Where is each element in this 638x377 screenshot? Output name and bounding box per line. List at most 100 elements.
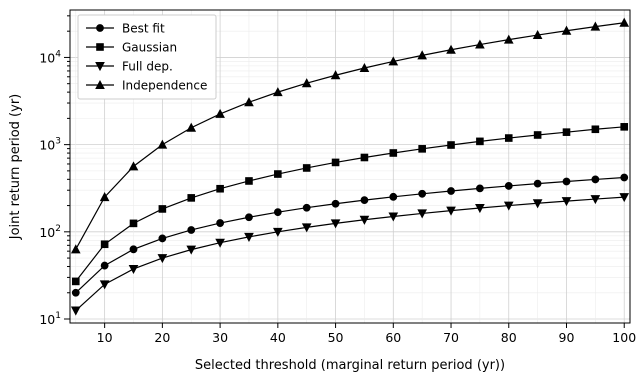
series-full-dep- bbox=[70, 193, 630, 316]
data-point bbox=[388, 212, 399, 222]
data-point bbox=[331, 199, 340, 208]
data-point bbox=[215, 238, 225, 248]
series-layer bbox=[70, 17, 630, 316]
plot-frame bbox=[69, 9, 631, 324]
x-tick-label: 80 bbox=[501, 330, 517, 345]
data-point bbox=[302, 203, 311, 212]
series-line bbox=[75, 196, 625, 312]
data-point bbox=[503, 201, 514, 211]
legend-label: Full dep. bbox=[122, 60, 173, 74]
data-point bbox=[128, 161, 139, 171]
data-point bbox=[417, 50, 427, 60]
data-point bbox=[562, 177, 571, 186]
data-point bbox=[70, 306, 81, 316]
data-point bbox=[561, 197, 572, 207]
data-point bbox=[158, 205, 167, 213]
data-point bbox=[245, 177, 253, 185]
y-axis-label: Joint return period (yr) bbox=[8, 94, 23, 240]
data-point bbox=[417, 209, 427, 219]
legend-marker bbox=[95, 62, 105, 72]
legend-marker bbox=[96, 43, 104, 51]
data-point bbox=[100, 240, 109, 249]
data-point bbox=[129, 219, 138, 228]
data-point bbox=[620, 123, 629, 131]
data-point bbox=[100, 261, 109, 270]
data-point bbox=[591, 125, 600, 134]
data-point bbox=[446, 44, 456, 54]
x-tick-label: 50 bbox=[328, 330, 344, 345]
data-point bbox=[273, 87, 283, 97]
data-point bbox=[274, 170, 282, 178]
data-point bbox=[359, 215, 370, 225]
data-point bbox=[99, 280, 110, 290]
data-point bbox=[186, 245, 197, 255]
data-point bbox=[504, 182, 513, 190]
legend-item: Independence bbox=[86, 79, 207, 93]
x-tick-label: 90 bbox=[559, 330, 575, 345]
data-point bbox=[71, 288, 80, 297]
data-point bbox=[590, 195, 601, 205]
data-point bbox=[331, 158, 340, 167]
data-point bbox=[389, 149, 398, 157]
x-tick-label: 40 bbox=[270, 330, 286, 345]
data-point bbox=[129, 245, 138, 254]
data-point bbox=[446, 206, 456, 216]
data-point bbox=[619, 17, 630, 27]
data-point bbox=[330, 219, 341, 229]
x-tick-label: 100 bbox=[612, 330, 636, 345]
series-line bbox=[75, 126, 625, 282]
axis-ticks: 10 20 30 40 50 60 70 80 90 100 101 102 103 104 bbox=[39, 15, 636, 345]
data-point bbox=[476, 137, 484, 146]
data-point bbox=[99, 192, 110, 202]
data-point bbox=[186, 122, 197, 132]
data-point bbox=[620, 173, 629, 182]
legend-item: Gaussian bbox=[86, 41, 177, 55]
grid bbox=[70, 10, 630, 323]
legend-box bbox=[77, 14, 217, 100]
series-gaussian bbox=[71, 123, 629, 286]
legend-item: Full dep. bbox=[86, 60, 173, 74]
data-point bbox=[128, 264, 139, 275]
data-point bbox=[590, 21, 601, 31]
data-point bbox=[157, 254, 168, 264]
data-point bbox=[418, 145, 426, 153]
y-tick-label: 104 bbox=[39, 49, 61, 65]
x-tick-label: 30 bbox=[212, 330, 228, 345]
data-point bbox=[447, 187, 455, 195]
data-point bbox=[388, 56, 399, 66]
data-point bbox=[503, 34, 514, 44]
data-point bbox=[301, 223, 312, 233]
data-point bbox=[562, 128, 571, 136]
y-tick-label: 103 bbox=[39, 137, 61, 153]
x-tick-label: 20 bbox=[154, 330, 170, 345]
x-tick-label: 10 bbox=[97, 330, 113, 345]
data-point bbox=[71, 277, 80, 286]
legend-item: Best fit bbox=[86, 22, 165, 36]
data-point bbox=[532, 29, 543, 40]
legend: Best fit Gaussian Full dep. Independence bbox=[77, 14, 217, 100]
x-tick-label: 60 bbox=[385, 330, 401, 345]
data-point bbox=[70, 244, 81, 254]
data-point bbox=[533, 179, 542, 188]
x-tick-label: 70 bbox=[443, 330, 459, 345]
data-point bbox=[475, 184, 484, 193]
data-point bbox=[533, 131, 542, 139]
data-point bbox=[245, 213, 253, 222]
data-point bbox=[418, 189, 427, 198]
data-point bbox=[187, 194, 196, 202]
data-point bbox=[215, 108, 225, 118]
data-point bbox=[301, 78, 312, 88]
data-point bbox=[561, 25, 572, 35]
data-point bbox=[475, 204, 485, 214]
data-point bbox=[158, 234, 167, 243]
y-tick-label: 101 bbox=[39, 311, 61, 327]
data-point bbox=[273, 227, 283, 237]
data-point bbox=[330, 70, 341, 80]
data-point bbox=[244, 97, 254, 107]
series-line bbox=[75, 22, 625, 250]
data-point bbox=[273, 208, 282, 217]
data-point bbox=[475, 39, 485, 49]
data-point bbox=[591, 175, 600, 184]
legend-label: Best fit bbox=[122, 22, 165, 36]
